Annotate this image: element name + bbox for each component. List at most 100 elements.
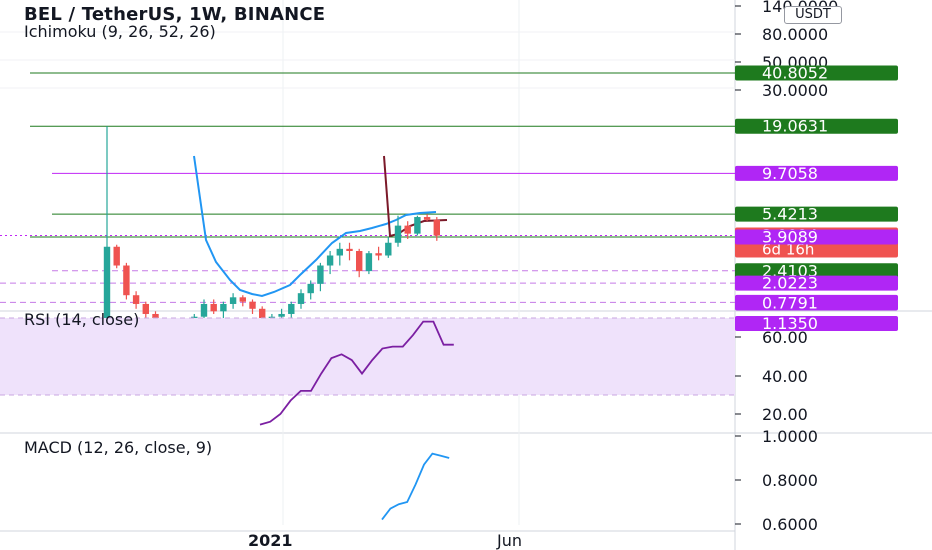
candle-body	[220, 303, 227, 312]
candle-body	[414, 217, 421, 234]
price-level-lines	[0, 72, 735, 351]
candle-body	[278, 313, 285, 317]
candle	[375, 246, 382, 261]
candle	[385, 237, 392, 258]
candle	[414, 215, 421, 236]
candle-body	[317, 265, 324, 284]
price-axis-label[interactable]: 9.7058	[735, 164, 898, 183]
price-axis-label[interactable]: 19.0631	[735, 117, 898, 136]
price-axis-tick: 30.0000	[762, 81, 828, 100]
rsi-legend[interactable]: RSI (14, close)	[24, 310, 140, 329]
price-label-bg	[735, 165, 898, 181]
candle	[229, 293, 237, 309]
candle	[297, 289, 305, 309]
candle	[346, 242, 353, 261]
time-axis[interactable]: 2021 Jun	[0, 530, 735, 550]
candle	[239, 295, 246, 307]
ichimoku-conversion-line	[193, 155, 437, 298]
price-axis-label[interactable]: 3.9089	[735, 228, 898, 247]
price-label-countdown: 6d 16h	[762, 241, 814, 259]
candle	[142, 301, 149, 320]
candle-body	[394, 225, 402, 243]
candle-body	[142, 303, 149, 314]
price-label-text: 0.7791	[762, 294, 818, 313]
price-label-bg	[735, 263, 898, 279]
price-label-bg	[735, 118, 898, 134]
candle	[132, 291, 140, 309]
candle-body	[326, 255, 334, 266]
price-label-bg	[735, 65, 898, 81]
price-label-text: 5.4213	[762, 205, 818, 224]
candle-body	[103, 246, 111, 350]
price-axis-label[interactable]: 2.0223	[735, 274, 898, 293]
price-label-text: 2.0223	[762, 274, 818, 293]
macd-legend[interactable]: MACD (12, 26, close, 9)	[24, 438, 213, 457]
macd-line	[381, 452, 450, 521]
candle-body	[123, 265, 130, 296]
candle-body	[229, 297, 237, 304]
candle-body	[404, 225, 411, 234]
candle	[394, 215, 402, 247]
price-axis-label[interactable]: 1.1350	[735, 314, 898, 333]
time-axis-label: 2021	[248, 531, 293, 550]
candle	[336, 242, 343, 266]
candle-body	[249, 301, 256, 309]
candle	[317, 262, 324, 292]
candle-body	[307, 283, 314, 294]
candle	[307, 280, 314, 300]
candle-body	[239, 297, 246, 302]
currency-button[interactable]: USDT	[784, 6, 842, 24]
candle-body	[113, 246, 120, 266]
candle-body	[297, 293, 305, 304]
time-axis-label: Jun	[496, 531, 522, 550]
price-label-text: 3.9089	[762, 228, 818, 247]
price-label-text: 1.1350	[762, 314, 818, 333]
macd-axis-tick: 1.0000	[762, 427, 818, 446]
price-label-bg	[735, 206, 898, 222]
rsi-band	[0, 318, 735, 395]
price-axis-label[interactable]: 5.4213	[735, 205, 898, 224]
candle-body	[132, 295, 140, 304]
price-label-text: 19.0631	[762, 117, 828, 136]
candle-body	[210, 303, 217, 312]
candle	[356, 248, 363, 278]
price-label-text: 40.8052	[762, 64, 828, 83]
candle-body	[423, 217, 431, 220]
candle	[103, 126, 111, 350]
candle-body	[288, 303, 295, 314]
candle	[423, 214, 431, 222]
candle	[249, 299, 256, 314]
price-label-bg	[735, 295, 898, 311]
candle	[326, 250, 334, 275]
price-label-text: 9.7058	[762, 164, 818, 183]
price-label-bg	[735, 275, 898, 291]
price-axis-label[interactable]: 0.7791	[735, 294, 898, 313]
ichimoku-base-line	[383, 155, 448, 238]
price-axis-tick: 80.0000	[762, 25, 828, 44]
candle-body	[336, 248, 343, 256]
ichimoku-legend[interactable]: Ichimoku (9, 26, 52, 26)	[24, 22, 216, 41]
candle-body	[365, 253, 373, 272]
candle-body	[375, 253, 382, 256]
price-label-text: 2.4103	[762, 261, 818, 280]
price-axis-label[interactable]: 40.8052	[735, 64, 898, 83]
candle	[433, 217, 440, 241]
candle-body	[259, 308, 266, 323]
price-axis[interactable]: 140.000080.000050.000030.000017.000040.8…	[735, 0, 898, 534]
rsi-axis-tick: 20.00	[762, 405, 808, 424]
rsi-line	[259, 320, 454, 426]
indicator-panes	[0, 317, 735, 521]
price-label-bg	[735, 315, 898, 331]
candle-body	[356, 250, 363, 272]
candle	[365, 250, 373, 275]
price-axis-label[interactable]: 2.4103	[735, 261, 898, 280]
candle-body	[200, 303, 208, 317]
candles	[103, 126, 440, 350]
chart-title: BEL / TetherUS, 1W, BINANCE	[24, 4, 326, 25]
candle-body	[346, 248, 353, 251]
macd-axis-tick: 0.6000	[762, 515, 818, 534]
price-label-bg	[735, 229, 898, 245]
rsi-axis-tick: 60.00	[762, 328, 808, 347]
